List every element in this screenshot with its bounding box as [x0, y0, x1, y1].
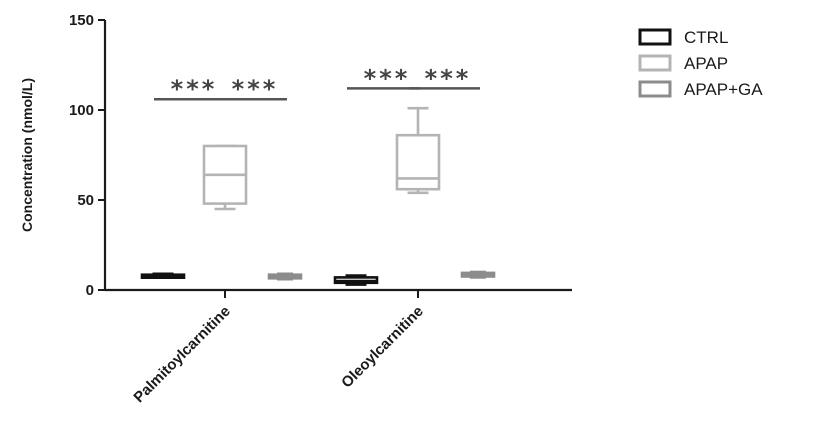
- legend-label: CTRL: [684, 28, 728, 47]
- legend-item: CTRL: [638, 28, 728, 47]
- legend-item: APAP: [638, 54, 728, 73]
- legend-swatch: [638, 54, 672, 72]
- axes: 0 50 100 150 Concentration (nmol/L) Palmitoyl…: [19, 12, 572, 406]
- legend-item: APAP+GA: [638, 80, 763, 99]
- legend-swatch: [638, 28, 672, 46]
- box-apap-ga: [460, 270, 496, 279]
- significance-label: ***: [171, 75, 218, 103]
- legend-label: APAP: [684, 54, 728, 73]
- box-iqr: [395, 133, 441, 191]
- box-ctrl: [140, 272, 186, 280]
- significance-label: ***: [232, 75, 279, 103]
- y-tick-label: 50: [77, 192, 94, 209]
- box-apap: [395, 106, 441, 195]
- y-tick-label: 100: [69, 102, 94, 119]
- box-ctrl: [333, 274, 379, 286]
- x-category-label: Palmitoylcarnitine: [130, 303, 233, 406]
- significance-annotations: *** *** *** ***: [154, 64, 480, 103]
- y-tick-label: 150: [69, 12, 94, 29]
- y-tick-label: 0: [86, 282, 94, 299]
- legend: CTRL APAP APAP+GA: [638, 28, 763, 99]
- significance-label: ***: [364, 64, 411, 92]
- y-axis-label: Concentration (nmol/L): [19, 78, 35, 232]
- legend-label: APAP+GA: [684, 80, 763, 99]
- x-category-label: Oleoylcarnitine: [338, 303, 427, 392]
- significance-label: ***: [425, 64, 472, 92]
- legend-swatch: [638, 80, 672, 98]
- box-apap: [202, 144, 248, 211]
- box-apap-ga: [267, 272, 303, 281]
- box-series: [140, 106, 496, 286]
